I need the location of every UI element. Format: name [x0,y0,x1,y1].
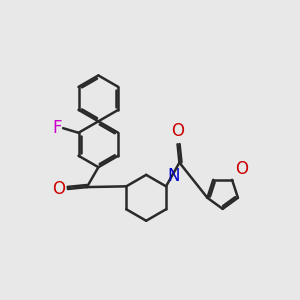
Text: N: N [168,167,180,185]
Text: O: O [52,180,65,198]
Text: F: F [52,119,62,137]
Text: O: O [171,122,184,140]
Text: O: O [235,160,248,178]
